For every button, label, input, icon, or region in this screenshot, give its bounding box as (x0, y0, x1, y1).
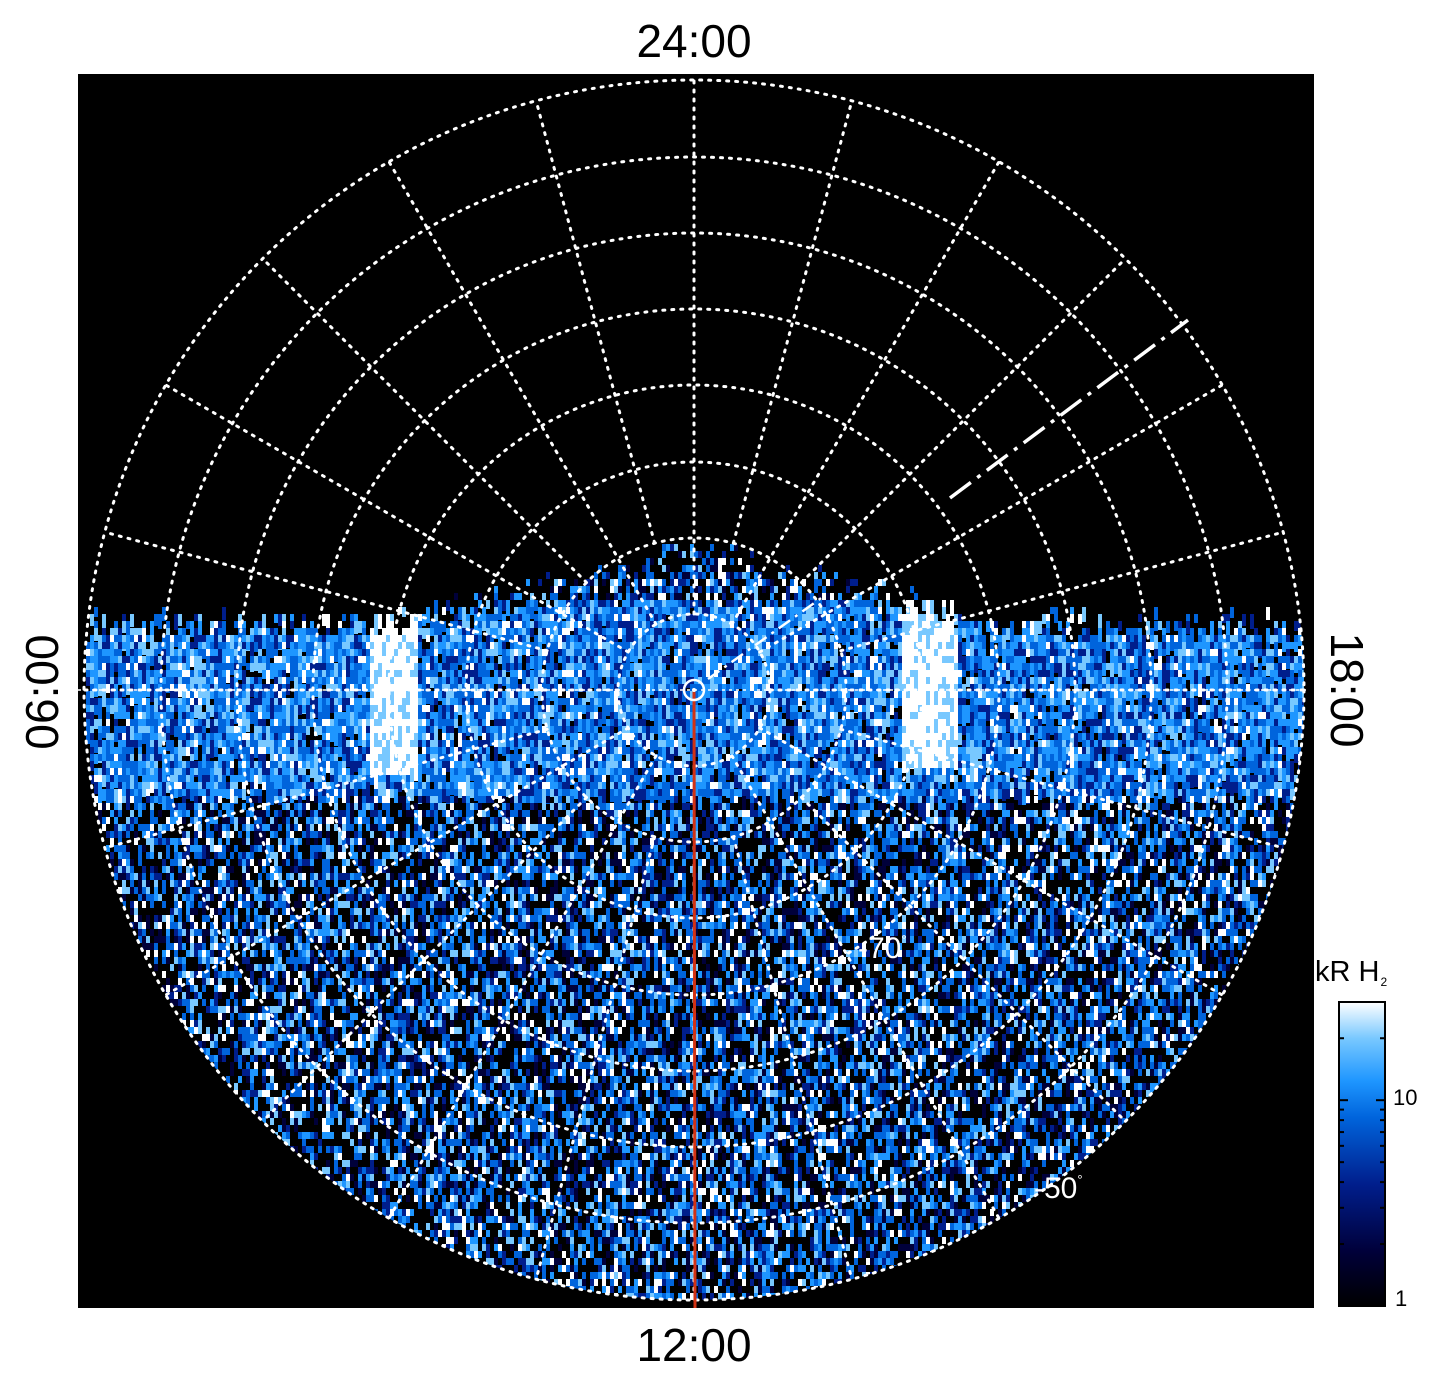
meridian-line (164, 726, 630, 997)
colorbar-tick-label-10: 10 (1393, 1085, 1418, 1110)
colorbar-tick-label-1: 1 (1395, 1286, 1408, 1311)
meridian-line (730, 160, 1001, 626)
meridian-line (387, 160, 658, 626)
noon-meridian-line (692, 689, 697, 1308)
colorbar (1338, 1001, 1386, 1307)
colorbar-gradient (1338, 1001, 1386, 1307)
latitude-label-50: -50° (1034, 1172, 1083, 1205)
meridian-line (387, 754, 658, 1220)
dash-dot-longitude-line-inner (707, 594, 825, 681)
local-time-label-24: 24:00 (636, 15, 752, 67)
local-time-label-18: 18:00 (1321, 632, 1373, 748)
meridian-line (758, 726, 1224, 997)
meridian-line (730, 754, 1001, 1220)
meridian-line (758, 383, 1224, 654)
latitude-label-70: -70° (858, 932, 907, 965)
local-time-label-12: 12:00 (636, 1319, 752, 1371)
pole-marker-icon (682, 678, 706, 702)
dash-dot-longitude-line-outer (948, 318, 1190, 500)
colorbar-ticks (1339, 1001, 1385, 1307)
meridian-line (164, 383, 630, 654)
pole-marker-dot (692, 688, 696, 692)
colorbar-title: kR H2 (1315, 956, 1388, 989)
polar-auroral-map: -70° -50° (78, 74, 1314, 1308)
local-time-label-06: 06:00 (16, 634, 68, 750)
